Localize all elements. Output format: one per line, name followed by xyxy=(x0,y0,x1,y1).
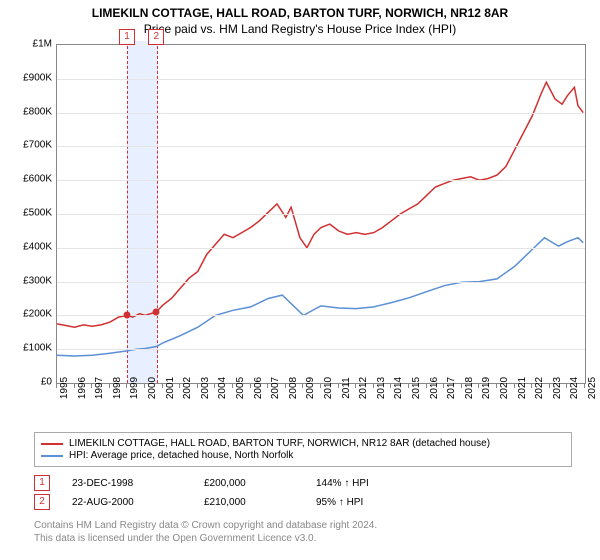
sale-price-1: £200,000 xyxy=(204,478,294,489)
legend-label-hpi: HPI: Average price, detached house, Nort… xyxy=(69,450,293,461)
x-tick-label: 2016 xyxy=(429,377,440,399)
y-tick-label: £0 xyxy=(41,377,52,388)
x-tick-label: 2000 xyxy=(147,377,158,399)
series-line-property xyxy=(57,82,583,327)
y-tick-label: £900K xyxy=(23,72,52,83)
legend-swatch-hpi xyxy=(41,455,63,457)
x-tick-label: 2009 xyxy=(305,377,316,399)
x-tick-label: 2003 xyxy=(200,377,211,399)
chart-title-address: LIMEKILN COTTAGE, HALL ROAD, BARTON TURF… xyxy=(0,6,600,20)
x-tick-label: 2020 xyxy=(499,377,510,399)
x-tick-label: 2006 xyxy=(253,377,264,399)
sale-badge-2: 2 xyxy=(34,494,50,510)
sale-date-2: 22-AUG-2000 xyxy=(72,497,182,508)
chart-title-subtitle: Price paid vs. HM Land Registry's House … xyxy=(0,22,600,36)
sale-marker-dot xyxy=(153,309,160,316)
x-tick-label: 2011 xyxy=(341,377,352,399)
sale-delta-1: 144% ↑ HPI xyxy=(316,478,416,489)
sales-table: 1 23-DEC-1998 £200,000 144% ↑ HPI 2 22-A… xyxy=(34,472,572,513)
y-tick-label: £1M xyxy=(33,39,52,50)
footnote-line2: This data is licensed under the Open Gov… xyxy=(34,533,572,546)
x-tick-label: 2015 xyxy=(411,377,422,399)
legend-swatch-property xyxy=(41,443,63,445)
x-tick-label: 2005 xyxy=(235,377,246,399)
sale-date-1: 23-DEC-1998 xyxy=(72,478,182,489)
x-tick-label: 2001 xyxy=(165,377,176,399)
sale-price-2: £210,000 xyxy=(204,497,294,508)
sale-marker-badge: 2 xyxy=(148,29,164,45)
sale-marker-badge: 1 xyxy=(119,29,135,45)
x-tick-label: 2010 xyxy=(323,377,334,399)
x-tick-label: 2018 xyxy=(464,377,475,399)
legend-label-property: LIMEKILN COTTAGE, HALL ROAD, BARTON TURF… xyxy=(69,438,490,449)
x-tick-label: 2014 xyxy=(393,377,404,399)
sale-row-1: 1 23-DEC-1998 £200,000 144% ↑ HPI xyxy=(34,475,572,491)
x-tick-label: 2017 xyxy=(446,377,457,399)
series-line-hpi xyxy=(57,238,583,356)
footnote-line1: Contains HM Land Registry data © Crown c… xyxy=(34,520,572,533)
x-tick-label: 2004 xyxy=(217,377,228,399)
x-tick-label: 1997 xyxy=(94,377,105,399)
y-tick-label: £200K xyxy=(23,309,52,320)
x-tick-label: 2008 xyxy=(288,377,299,399)
y-tick-label: £500K xyxy=(23,208,52,219)
sale-badge-1: 1 xyxy=(34,475,50,491)
x-tick-label: 2025 xyxy=(587,377,598,399)
x-tick-label: 2007 xyxy=(270,377,281,399)
x-tick-label: 2002 xyxy=(182,377,193,399)
sale-row-2: 2 22-AUG-2000 £210,000 95% ↑ HPI xyxy=(34,494,572,510)
y-tick-label: £600K xyxy=(23,174,52,185)
x-tick-label: 2013 xyxy=(376,377,387,399)
y-tick-label: £400K xyxy=(23,241,52,252)
x-tick-label: 1995 xyxy=(59,377,70,399)
x-tick-label: 1998 xyxy=(112,377,123,399)
y-tick-label: £300K xyxy=(23,275,52,286)
y-tick-label: £700K xyxy=(23,140,52,151)
legend-row-hpi: HPI: Average price, detached house, Nort… xyxy=(41,450,565,461)
x-tick-label: 1996 xyxy=(77,377,88,399)
x-tick-label: 2012 xyxy=(358,377,369,399)
y-tick-label: £800K xyxy=(23,106,52,117)
x-tick-label: 2024 xyxy=(569,377,580,399)
x-tick-label: 2019 xyxy=(481,377,492,399)
x-tick-label: 2023 xyxy=(552,377,563,399)
chart-area: 12 £0 £100K £200K £300K £400K £500K £600K £700K… xyxy=(6,44,594,424)
x-tick-label: 2021 xyxy=(517,377,528,399)
legend-row-property: LIMEKILN COTTAGE, HALL ROAD, BARTON TURF… xyxy=(41,438,565,449)
footnote: Contains HM Land Registry data © Crown c… xyxy=(34,520,572,545)
x-tick-label: 2022 xyxy=(534,377,545,399)
legend: LIMEKILN COTTAGE, HALL ROAD, BARTON TURF… xyxy=(34,432,572,467)
chart-title-block: LIMEKILN COTTAGE, HALL ROAD, BARTON TURF… xyxy=(0,0,600,36)
y-tick-label: £100K xyxy=(23,343,52,354)
sale-marker-dot xyxy=(124,312,131,319)
plot-area: 12 xyxy=(56,44,586,384)
x-tick-label: 1999 xyxy=(129,377,140,399)
sale-delta-2: 95% ↑ HPI xyxy=(316,497,416,508)
